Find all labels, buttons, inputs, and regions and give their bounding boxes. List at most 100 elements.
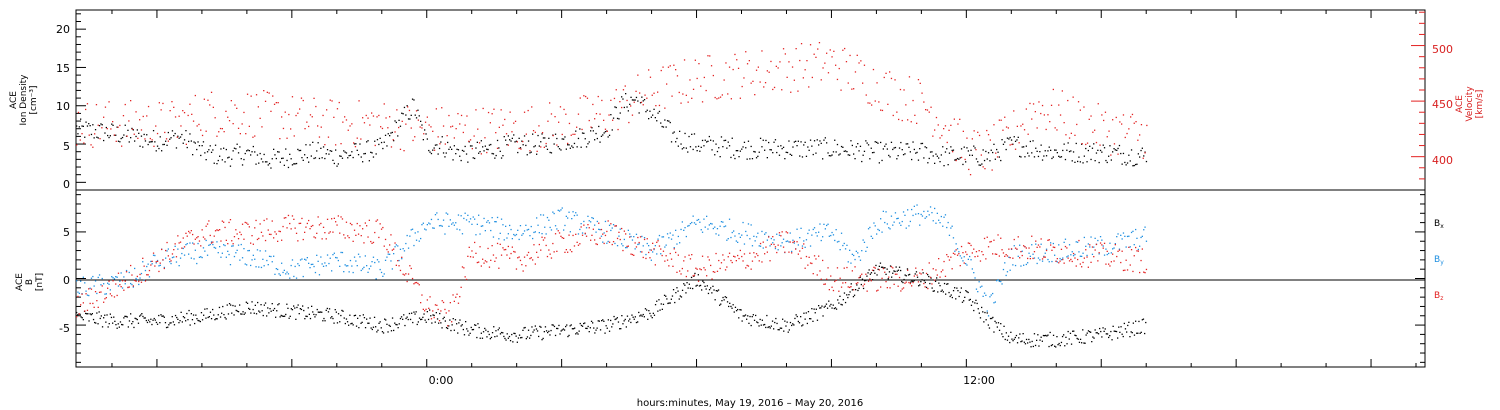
density-point <box>1052 156 1054 158</box>
bx-point <box>359 315 361 317</box>
bx-point <box>900 269 902 272</box>
density-point <box>818 144 820 146</box>
velocity-point <box>912 99 914 102</box>
density-point <box>93 137 95 139</box>
density-point <box>390 132 392 134</box>
density-point <box>287 166 290 169</box>
bx-point <box>179 320 181 322</box>
bx-point <box>710 287 712 289</box>
by-point <box>681 221 683 223</box>
density-point <box>519 147 522 149</box>
by-point <box>618 235 620 237</box>
by-point <box>749 238 751 240</box>
bz-point <box>684 256 686 258</box>
velocity-point <box>833 50 835 52</box>
bx-point <box>116 327 118 329</box>
bz-point <box>706 275 708 277</box>
bx-point <box>914 273 916 275</box>
bz-point <box>720 262 723 264</box>
by-point <box>1144 226 1146 228</box>
by-point <box>662 236 665 238</box>
velocity-point <box>737 67 740 69</box>
velocity-point <box>504 118 506 121</box>
density-point <box>1054 149 1056 151</box>
bx-point <box>285 313 287 316</box>
by-point <box>625 247 627 249</box>
bx-point <box>480 332 482 334</box>
density-point <box>305 144 307 146</box>
velocity-point <box>363 122 366 124</box>
density-point <box>262 161 264 163</box>
bz-point <box>902 287 905 289</box>
by-point <box>363 266 365 268</box>
velocity-point <box>640 101 643 103</box>
bx-point <box>442 318 444 320</box>
density-point <box>353 143 356 145</box>
density-point <box>326 149 329 151</box>
bx-point <box>869 273 871 275</box>
velocity-point <box>639 92 641 94</box>
bx-point <box>1100 330 1102 333</box>
bx-point <box>197 319 199 322</box>
velocity-point <box>532 130 535 132</box>
by-point <box>382 275 384 277</box>
density-point <box>602 134 604 136</box>
bz-point <box>568 234 570 236</box>
bx-point <box>661 308 663 310</box>
density-point <box>291 164 294 166</box>
bz-point <box>1010 248 1013 250</box>
bx-point <box>109 313 111 315</box>
bx-point <box>372 326 375 328</box>
bz-point <box>967 242 969 244</box>
bz-point <box>119 284 121 286</box>
density-point <box>448 148 450 150</box>
density-point <box>954 159 956 161</box>
velocity-point <box>1052 88 1054 91</box>
by-point <box>684 227 686 229</box>
bx-point <box>865 279 867 282</box>
velocity-point <box>732 68 734 71</box>
velocity-point <box>536 150 538 152</box>
bz-point <box>316 232 318 234</box>
bx-point <box>330 317 332 319</box>
bx-point <box>830 303 832 306</box>
bx-point <box>885 273 887 275</box>
density-point <box>111 123 113 125</box>
by-point <box>626 246 628 249</box>
bx-point <box>386 323 388 325</box>
bz-point <box>704 269 706 271</box>
bx-point <box>342 310 344 312</box>
by-point <box>936 212 938 214</box>
density-point <box>603 132 605 134</box>
bx-point <box>858 287 860 289</box>
bx-point <box>150 318 152 320</box>
bx-point <box>846 294 848 296</box>
velocity-point <box>513 122 515 124</box>
bx-point <box>713 289 715 291</box>
density-point <box>987 152 990 154</box>
bx-point <box>622 323 624 325</box>
bz-point <box>241 223 244 225</box>
velocity-point <box>905 104 907 106</box>
density-point <box>541 133 543 135</box>
density-point <box>755 157 758 159</box>
bx-point <box>788 329 790 331</box>
by-point <box>886 223 888 225</box>
bz-point <box>78 313 80 315</box>
density-point <box>831 154 833 156</box>
bx-point <box>136 318 138 321</box>
velocity-point <box>624 85 626 87</box>
bz-point <box>791 252 793 254</box>
velocity-point <box>183 112 186 114</box>
bx-point <box>678 298 680 300</box>
velocity-point <box>991 169 993 171</box>
by-point <box>174 245 176 247</box>
bz-point <box>831 286 833 288</box>
bx-point <box>1034 344 1037 347</box>
velocity-point <box>977 131 979 133</box>
bz-point <box>105 297 107 299</box>
bz-point <box>917 281 920 283</box>
velocity-point <box>383 103 385 105</box>
velocity-point <box>739 97 741 99</box>
velocity-point <box>311 116 313 118</box>
